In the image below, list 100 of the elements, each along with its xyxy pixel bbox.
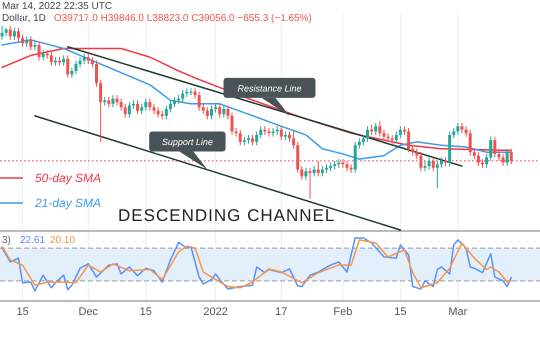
candlestick xyxy=(222,105,226,118)
chart-subtitle: O39717.0 H39846.0 L38823.0 C39056.0 −655.3 (−1.65%) xyxy=(54,13,312,24)
annotation: Resistance Line xyxy=(237,83,302,94)
candlestick xyxy=(78,56,82,68)
candlestick xyxy=(124,103,127,118)
candlestick xyxy=(173,96,176,108)
candlestick xyxy=(398,126,402,139)
candlestick xyxy=(107,96,110,108)
candlestick xyxy=(497,150,500,162)
candlestick xyxy=(502,153,505,167)
legend-label: 50-day SMA xyxy=(35,171,102,185)
annotation: Support Line xyxy=(162,136,213,147)
candlestick xyxy=(510,148,513,165)
candlestick xyxy=(259,126,262,139)
candlestick xyxy=(316,160,320,177)
candlestick xyxy=(407,128,410,153)
candlestick xyxy=(21,34,24,48)
candlestick xyxy=(226,105,230,120)
candlestick xyxy=(25,36,28,48)
chart-title: Dollar, 1D xyxy=(2,13,46,24)
candlestick xyxy=(452,128,456,139)
candlestick xyxy=(148,98,152,112)
candlestick xyxy=(485,153,488,168)
candlestick xyxy=(82,53,86,65)
candlestick xyxy=(66,54,70,78)
candlestick xyxy=(292,129,296,150)
x-tick-label: Dec xyxy=(78,306,99,318)
candlestick xyxy=(300,166,304,180)
candlestick xyxy=(378,120,382,138)
candlestick xyxy=(436,160,439,190)
candlestick xyxy=(86,53,90,65)
candlestick xyxy=(156,106,160,118)
candlestick xyxy=(116,94,119,106)
candlestick xyxy=(415,148,418,160)
candlestick xyxy=(95,60,98,88)
candlestick xyxy=(472,148,476,160)
text: 20.10 xyxy=(50,235,76,246)
candlestick xyxy=(489,136,492,162)
candlestick xyxy=(16,27,20,42)
candlestick xyxy=(29,36,32,51)
candlestick xyxy=(210,105,213,120)
candlestick xyxy=(238,129,242,146)
candlestick xyxy=(198,91,201,112)
candlestick xyxy=(206,106,209,120)
candlestick xyxy=(8,26,12,40)
candlestick xyxy=(419,152,422,172)
candlestick xyxy=(251,134,254,146)
candlestick xyxy=(128,102,131,118)
candlestick xyxy=(255,130,258,146)
x-tick-label: Feb xyxy=(333,306,352,318)
candlestick xyxy=(308,167,312,200)
candlestick xyxy=(74,60,78,75)
candlestick xyxy=(168,100,172,113)
candlestick xyxy=(136,100,140,115)
candlestick xyxy=(144,98,148,112)
candlestick xyxy=(218,103,222,118)
candlestick xyxy=(382,129,386,141)
candlestick xyxy=(320,166,324,177)
candlestick xyxy=(456,122,460,136)
candlestick xyxy=(50,51,53,66)
candlestick xyxy=(99,79,102,142)
candlestick xyxy=(111,94,114,108)
candlestick xyxy=(62,54,66,66)
annotation: 3) xyxy=(2,235,11,246)
candlestick xyxy=(164,105,168,120)
text: Mar 14, 2022 22:35 UTC xyxy=(2,1,112,12)
candlestick xyxy=(370,124,374,136)
candlestick xyxy=(493,136,496,158)
candlestick xyxy=(194,88,197,100)
x-tick-label: 2022 xyxy=(203,306,228,318)
candlestick xyxy=(366,126,370,142)
candlestick xyxy=(432,156,435,172)
candlestick xyxy=(345,160,348,172)
candlestick xyxy=(38,41,41,62)
x-tick-label: 15 xyxy=(16,306,29,318)
candlestick xyxy=(424,160,427,172)
candlestick xyxy=(12,27,16,40)
text: DESCENDING CHANNEL xyxy=(118,206,336,225)
candlestick xyxy=(464,126,468,138)
candlestick xyxy=(0,26,4,40)
candlestick xyxy=(358,138,361,150)
candlestick xyxy=(304,167,308,180)
candlestick xyxy=(120,98,123,112)
candlestick xyxy=(288,130,292,142)
candlestick xyxy=(411,144,414,156)
candlestick xyxy=(230,112,234,136)
candlestick xyxy=(468,129,472,156)
x-tick-label: Mar xyxy=(448,306,468,318)
candlestick xyxy=(506,148,509,167)
candlestick xyxy=(476,152,480,167)
candlestick xyxy=(394,130,398,144)
candlestick xyxy=(374,122,378,136)
candlestick xyxy=(280,126,283,141)
candlestick xyxy=(181,89,184,103)
candlestick xyxy=(440,156,443,168)
candlestick xyxy=(362,134,365,146)
x-tick-label: 17 xyxy=(275,306,288,318)
candlestick xyxy=(428,156,431,170)
legend-label: 21-day SMA xyxy=(34,196,102,210)
candlestick xyxy=(42,50,45,62)
